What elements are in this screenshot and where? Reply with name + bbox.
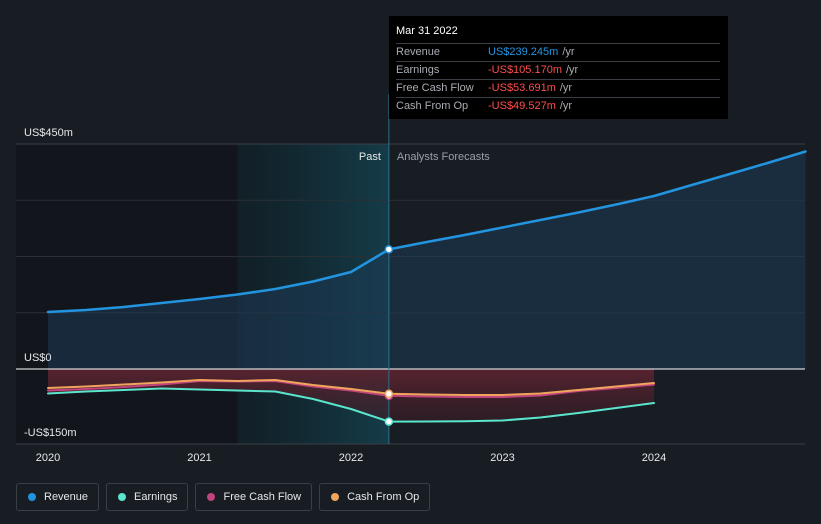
legend-label: Revenue	[44, 491, 89, 503]
forecast-label: Analysts Forecasts	[397, 151, 490, 163]
tooltip-row: Cash From Op -US$49.527m/yr	[396, 97, 720, 115]
legend-label: Free Cash Flow	[223, 491, 302, 503]
legend-item-revenue[interactable]: Revenue	[16, 483, 100, 511]
legend-label: Earnings	[134, 491, 178, 503]
earnings-marker	[384, 417, 394, 426]
legend-item-earnings[interactable]: Earnings	[106, 483, 189, 511]
legend-dot-icon	[118, 493, 127, 501]
tooltip-row-name: Cash From Op	[396, 100, 469, 112]
cash-from-op-line	[47, 379, 655, 396]
legend-item-cash-from-op[interactable]: Cash From Op	[319, 483, 431, 511]
legend-dot-icon	[331, 493, 340, 501]
x-tick-label: 2024	[642, 452, 666, 464]
y-tick-label: US$450m	[24, 127, 73, 139]
past-label: Past	[359, 151, 381, 163]
chart-legend: Revenue Earnings Free Cash Flow Cash From O…	[16, 483, 431, 511]
revenue-area	[48, 151, 806, 369]
legend-dot-icon	[207, 493, 216, 501]
y-tick-label: -US$150m	[24, 427, 77, 439]
legend-item-free-cash-flow[interactable]: Free Cash Flow	[195, 483, 313, 511]
series-layer	[16, 94, 807, 444]
revenue-marker	[384, 245, 394, 254]
tooltip-row-unit: /yr	[559, 100, 573, 112]
tooltip-row-unit: /yr	[562, 46, 575, 58]
x-tick-label: 2020	[36, 452, 60, 464]
tooltip-row-value: -US$105.170m	[488, 64, 562, 76]
legend-label: Cash From Op	[347, 491, 420, 503]
y-tick-label: US$0	[24, 352, 52, 364]
tooltip-row-name: Earnings	[396, 64, 440, 76]
tooltip-row-value: -US$53.691m	[488, 82, 556, 94]
negative-area	[48, 369, 654, 422]
free-cash-flow-line	[47, 380, 655, 398]
tooltip-row-name: Free Cash Flow	[396, 82, 474, 94]
tooltip-row-value: US$239.245m	[488, 46, 559, 58]
tooltip-rows: Revenue US$239.245m/yr Earnings -US$105.170…	[396, 43, 720, 115]
earnings-line	[47, 387, 655, 423]
revenue-line	[46, 150, 807, 314]
tooltip-date: Mar 31 2022	[396, 25, 458, 37]
tooltip-row-unit: /yr	[566, 64, 579, 76]
tooltip-row: Revenue US$239.245m/yr	[396, 43, 720, 61]
tooltip-row: Free Cash Flow -US$53.691m/yr	[396, 79, 720, 97]
axis-labels: US$450m US$0 -US$150m 2020 2021 2022 2023 2024 P…	[24, 127, 666, 464]
tooltip-row-name: Revenue	[396, 46, 441, 58]
legend-dot-icon	[28, 493, 36, 501]
hover-tooltip: Mar 31 2022 Revenue US$239.245m/yr Earning…	[389, 16, 728, 119]
tooltip-row-value: -US$49.527m	[488, 100, 556, 112]
x-tick-label: 2021	[187, 452, 211, 464]
tooltip-row-unit: /yr	[559, 82, 573, 94]
x-tick-label: 2023	[490, 452, 514, 464]
x-tick-label: 2022	[339, 452, 363, 464]
cash-from-op-marker	[384, 389, 394, 399]
tooltip-row: Earnings -US$105.170m/yr	[396, 61, 720, 79]
